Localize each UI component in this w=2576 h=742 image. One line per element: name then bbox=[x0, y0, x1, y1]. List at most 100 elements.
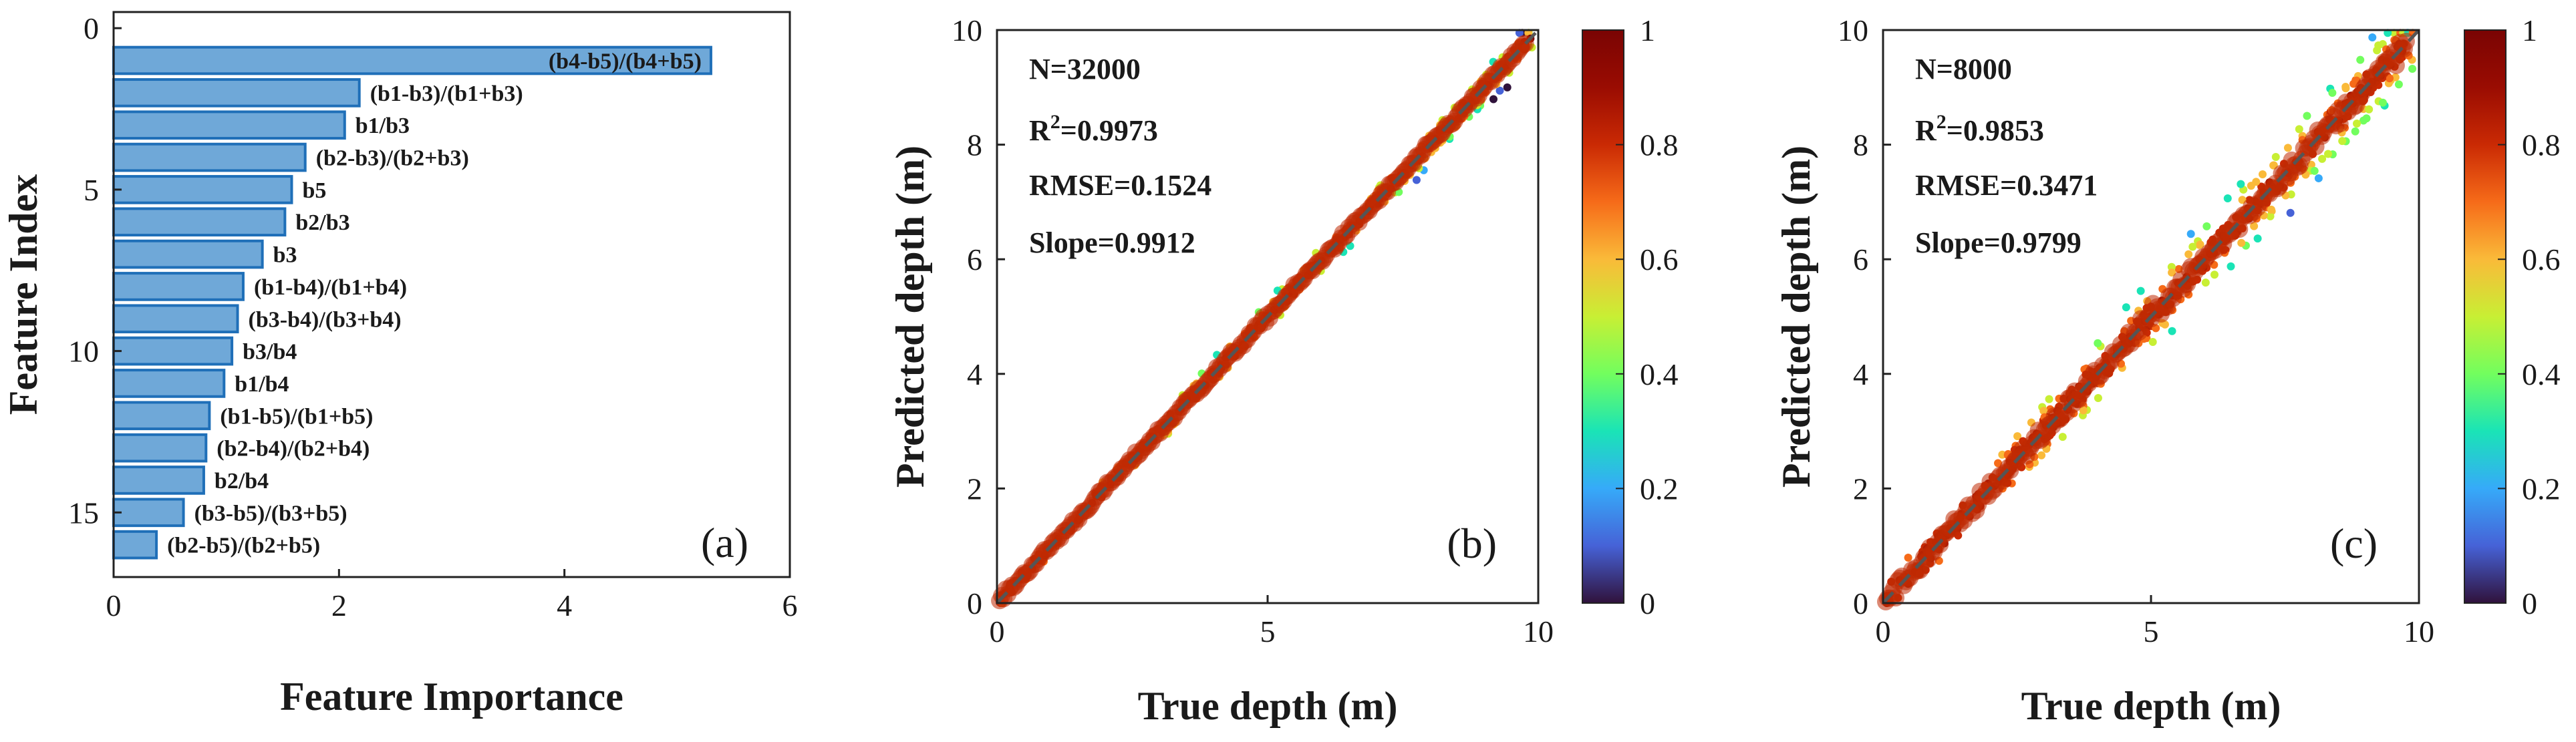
rmse: RMSE=0.1524 bbox=[1029, 169, 1211, 202]
r-squared: R2=0.9973 bbox=[1029, 111, 1158, 147]
panel-label: (c) bbox=[2330, 520, 2378, 567]
bar bbox=[112, 433, 208, 463]
x-tick-label: 4 bbox=[557, 588, 572, 622]
data-point bbox=[2408, 65, 2417, 73]
bar bbox=[112, 498, 185, 528]
data-point bbox=[2094, 339, 2102, 347]
y-tick-label: 10 bbox=[68, 335, 99, 369]
data-point bbox=[2210, 270, 2219, 279]
bar-label: (b4-b5)/(b4+b5) bbox=[549, 49, 702, 74]
data-point bbox=[2318, 154, 2327, 163]
data-point bbox=[2286, 208, 2295, 217]
y-tick-label: 0 bbox=[1853, 586, 1868, 620]
y-tick-label: 4 bbox=[1853, 357, 1868, 391]
y-axis-label: Predicted depth (m) bbox=[888, 146, 932, 488]
data-point bbox=[2168, 327, 2176, 335]
rmse: RMSE=0.3471 bbox=[1915, 169, 2098, 202]
data-point bbox=[2201, 279, 2210, 287]
data-point bbox=[2252, 178, 2261, 186]
data-point bbox=[2310, 166, 2319, 175]
x-tick-label: 10 bbox=[2404, 614, 2434, 648]
bar-label: b3/b4 bbox=[243, 340, 297, 365]
data-point bbox=[1495, 86, 1504, 95]
data-point bbox=[2341, 84, 2350, 93]
colorbar-tick-label: 1 bbox=[1640, 13, 1655, 47]
data-point bbox=[2385, 74, 2394, 83]
bar bbox=[112, 142, 307, 172]
bar-label: b2/b3 bbox=[295, 210, 349, 235]
y-axis-label: Feature Index bbox=[1, 174, 45, 415]
bar bbox=[112, 401, 211, 431]
bar bbox=[112, 336, 234, 366]
x-axis-ticks: 0 5 10 bbox=[990, 595, 1554, 648]
bar-label: (b3-b5)/(b3+b5) bbox=[194, 501, 347, 526]
r-squared: R2=0.9853 bbox=[1915, 111, 2044, 147]
bar bbox=[112, 304, 239, 334]
data-point bbox=[2094, 393, 2102, 402]
bar bbox=[112, 207, 287, 237]
colorbar-tick-label: 0.2 bbox=[1640, 472, 1679, 506]
x-tick-label: 0 bbox=[1876, 614, 1891, 648]
plot-frame bbox=[112, 11, 791, 578]
data-point bbox=[2039, 407, 2048, 415]
bar bbox=[112, 530, 158, 560]
data-point bbox=[2267, 205, 2275, 214]
data-point bbox=[2178, 275, 2196, 293]
slope: Slope=0.9912 bbox=[1029, 226, 1195, 259]
bar-label: (b2-b5)/(b2+b5) bbox=[167, 534, 320, 558]
data-point bbox=[2351, 127, 2359, 136]
bar-label: b5 bbox=[302, 178, 326, 203]
colorbar-tick-label: 0.4 bbox=[2522, 357, 2561, 391]
y-axis-label: Predicted depth (m) bbox=[1774, 146, 1818, 488]
data-point bbox=[2328, 89, 2337, 98]
data-point bbox=[2250, 222, 2259, 230]
colorbar-tick-label: 0.4 bbox=[1640, 357, 1679, 391]
bar bbox=[112, 369, 226, 398]
y-tick-label: 2 bbox=[1853, 472, 1868, 506]
data-point bbox=[2314, 174, 2323, 182]
y-tick-label: 15 bbox=[68, 496, 99, 530]
data-point bbox=[2136, 287, 2145, 295]
data-point bbox=[2338, 137, 2347, 146]
sample-count: N=8000 bbox=[1915, 53, 2012, 85]
plot-frame bbox=[1882, 29, 2420, 604]
y-tick-label: 10 bbox=[1838, 13, 1868, 47]
data-point bbox=[2271, 153, 2280, 162]
y-axis-ticks: 0 5 10 15 bbox=[68, 11, 122, 530]
data-point bbox=[1489, 95, 1498, 104]
data-point bbox=[2394, 80, 2403, 89]
plot-frame bbox=[996, 29, 1540, 604]
data-point bbox=[2184, 250, 2193, 258]
data-point bbox=[2303, 112, 2311, 120]
x-tick-label: 2 bbox=[331, 588, 347, 622]
colorbar bbox=[2464, 29, 2507, 604]
bar-label: (b2-b4)/(b2+b4) bbox=[217, 437, 370, 461]
x-axis-ticks: 0 2 4 6 bbox=[106, 569, 798, 622]
data-point bbox=[2058, 433, 2067, 441]
x-axis-ticks: 0 5 10 bbox=[1876, 595, 2434, 648]
x-tick-label: 10 bbox=[1523, 614, 1554, 648]
feature-importance-chart: (b4-b5)/(b4+b5) (b1-b3)/(b1+b3) b1/b3 (b2-b… bbox=[1, 11, 798, 719]
data-point bbox=[2202, 222, 2211, 230]
colorbar bbox=[1582, 29, 1624, 604]
data-point bbox=[2353, 120, 2362, 128]
bar-label: (b2-b3)/(b2+b3) bbox=[316, 146, 469, 171]
colorbar-tick-label: 0.8 bbox=[2522, 128, 2561, 162]
bar-label: b2/b4 bbox=[214, 469, 269, 494]
colorbar-tick-label: 1 bbox=[2522, 13, 2537, 47]
bar-label: b1/b4 bbox=[235, 372, 289, 397]
data-point bbox=[2160, 320, 2169, 329]
colorbar-ticks: 0 0.2 0.4 0.6 0.8 1 bbox=[1616, 13, 1679, 620]
bar-label: (b1-b4)/(b1+b4) bbox=[254, 275, 407, 300]
bar-label: b1/b3 bbox=[355, 114, 410, 138]
colorbar-tick-label: 0.8 bbox=[1640, 128, 1679, 162]
data-point bbox=[1503, 83, 1512, 91]
y-tick-label: 6 bbox=[1853, 242, 1868, 276]
bar bbox=[112, 78, 361, 108]
x-axis-label: True depth (m) bbox=[2021, 684, 2281, 728]
data-point bbox=[2223, 194, 2232, 202]
data-point bbox=[2186, 230, 2195, 238]
y-axis-ticks: 0 2 4 6 8 10 bbox=[1838, 13, 1891, 620]
data-point bbox=[2359, 116, 2368, 125]
